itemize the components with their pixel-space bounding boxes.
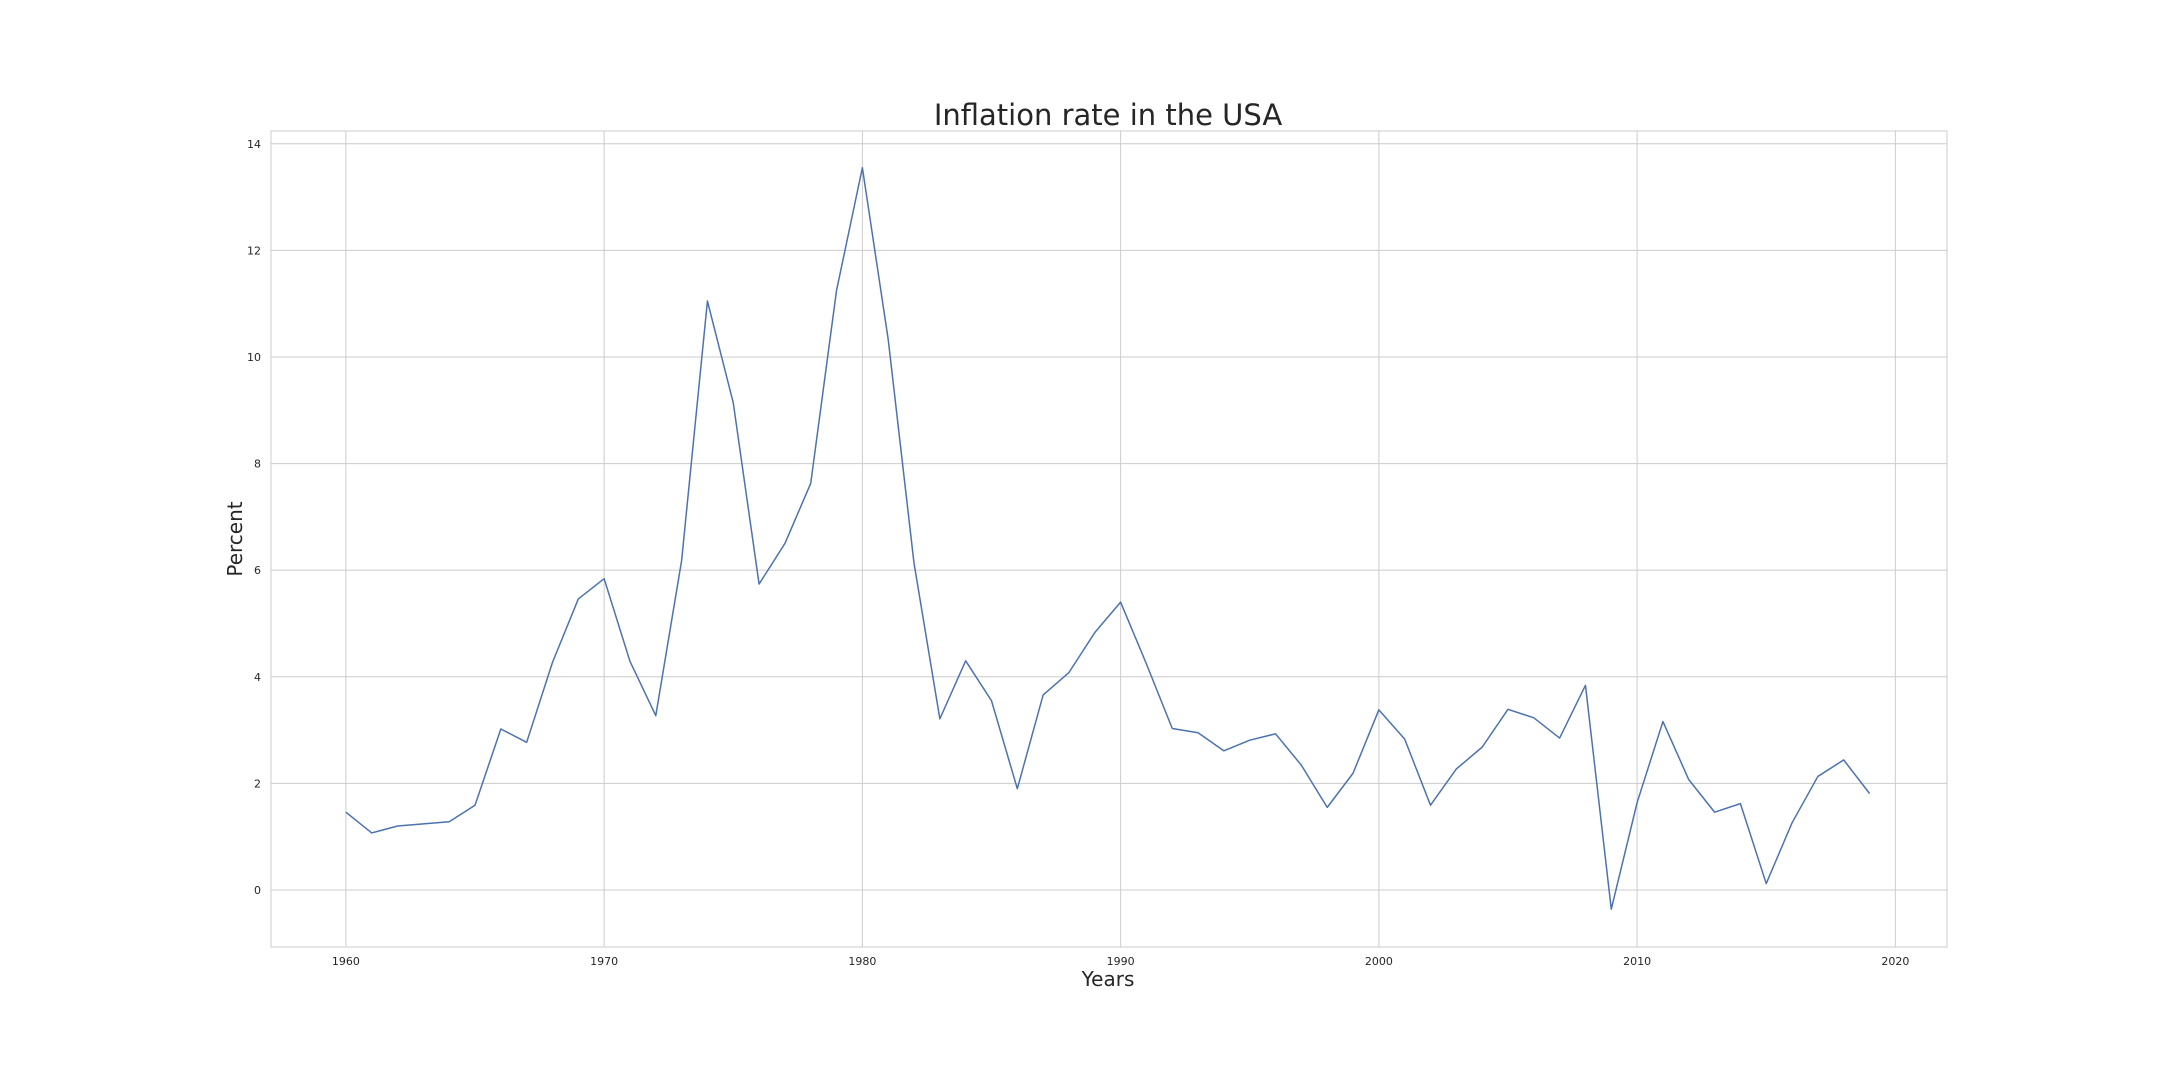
- data-point: [1015, 787, 1019, 791]
- data-point: [1351, 771, 1355, 775]
- data-point: [1868, 792, 1872, 796]
- data-point: [1377, 708, 1381, 712]
- x-tick-label: 1980: [848, 955, 876, 968]
- y-axis-label: Percent: [223, 501, 247, 576]
- data-point: [1325, 805, 1329, 809]
- data-point: [757, 582, 761, 586]
- y-tick-label: 4: [254, 671, 261, 684]
- data-point: [1764, 882, 1768, 886]
- data-point: [938, 717, 942, 721]
- data-point: [1480, 745, 1484, 749]
- y-tick-label: 6: [254, 564, 261, 577]
- inflation-series-line: [345, 167, 1871, 910]
- data-point: [499, 727, 503, 731]
- plot-frame: [270, 130, 1948, 948]
- data-point: [860, 166, 864, 170]
- x-gridlines: [345, 131, 1896, 947]
- data-point: [1248, 738, 1252, 742]
- data-point: [680, 559, 684, 563]
- data-point: [421, 822, 425, 826]
- y-tick-label: 14: [247, 138, 261, 151]
- data-point: [1454, 767, 1458, 771]
- data-point: [731, 401, 735, 405]
- data-point: [576, 597, 580, 601]
- x-tick-label: 2020: [1881, 955, 1909, 968]
- x-tick-labels: 1960 1970 1980 1990 2000 2010 2020: [332, 955, 1909, 968]
- data-point: [1661, 720, 1665, 724]
- data-point: [473, 803, 477, 807]
- y-tick-label: 12: [247, 244, 261, 257]
- data-point: [1403, 737, 1407, 741]
- plot-background: [271, 131, 1947, 947]
- data-point: [602, 577, 606, 581]
- data-point: [1635, 801, 1639, 805]
- data-point: [344, 810, 348, 814]
- data-point: [396, 824, 400, 828]
- data-point: [964, 659, 968, 663]
- data-point: [1170, 726, 1174, 730]
- data-point: [1609, 907, 1613, 911]
- data-point: [989, 699, 993, 703]
- data-point: [1196, 731, 1200, 735]
- data-point: [1687, 778, 1691, 782]
- x-tick-label: 2010: [1623, 955, 1651, 968]
- data-point: [654, 714, 658, 718]
- y-gridlines: [271, 143, 1947, 891]
- y-tick-label: 8: [254, 458, 261, 471]
- data-point: [886, 337, 890, 341]
- data-point: [1506, 707, 1510, 711]
- data-point: [525, 740, 529, 744]
- data-point: [1222, 749, 1226, 753]
- data-point: [1144, 662, 1148, 666]
- data-point: [1558, 736, 1562, 740]
- data-point: [1583, 683, 1587, 687]
- x-axis-label: Years: [1081, 967, 1135, 991]
- data-point: [1119, 600, 1123, 604]
- data-point: [1429, 803, 1433, 807]
- data-point: [1532, 716, 1536, 720]
- y-tick-label: 10: [247, 351, 261, 364]
- data-point: [1713, 810, 1717, 814]
- x-tick-label: 2000: [1365, 955, 1393, 968]
- data-point: [1041, 693, 1045, 697]
- data-point: [705, 299, 709, 303]
- data-point: [370, 831, 374, 835]
- x-tick-label: 1960: [332, 955, 360, 968]
- data-point: [628, 659, 632, 663]
- data-point: [1816, 774, 1820, 778]
- data-point: [1067, 671, 1071, 675]
- data-point: [1274, 732, 1278, 736]
- data-point: [447, 820, 451, 824]
- data-point: [550, 660, 554, 664]
- data-point: [835, 288, 839, 292]
- x-tick-label: 1970: [590, 955, 618, 968]
- data-point: [912, 561, 916, 565]
- data-point: [1738, 802, 1742, 806]
- data-point: [1842, 758, 1846, 762]
- chart-title: Inflation rate in the USA: [934, 98, 1283, 132]
- data-point: [1093, 631, 1097, 635]
- y-tick-label: 0: [254, 884, 261, 897]
- data-point: [809, 481, 813, 485]
- data-point: [1299, 763, 1303, 767]
- data-point: [783, 542, 787, 546]
- data-point: [1790, 821, 1794, 825]
- x-tick-label: 1990: [1107, 955, 1135, 968]
- y-tick-label: 2: [254, 777, 261, 790]
- y-tick-labels: 0 2 4 6 8 10 12 14: [247, 138, 261, 897]
